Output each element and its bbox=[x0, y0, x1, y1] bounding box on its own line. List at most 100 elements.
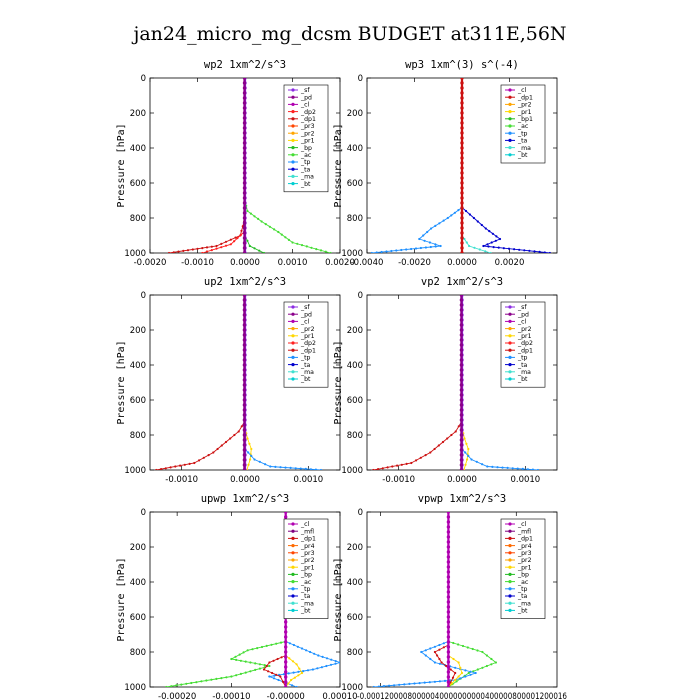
panel-title: wp2 1xm^2/s^3 bbox=[204, 59, 286, 71]
legend-entry: _bp1 bbox=[517, 116, 533, 123]
legend-marker bbox=[291, 580, 295, 584]
series-marker-tp bbox=[309, 468, 312, 470]
series-marker-ac bbox=[305, 245, 308, 248]
series-marker-dp1 bbox=[460, 181, 464, 185]
series-marker-dp1 bbox=[386, 466, 389, 469]
series-line-tp bbox=[373, 641, 478, 687]
series-marker-ta bbox=[464, 209, 468, 213]
legend-entry: _bt bbox=[517, 376, 528, 383]
series-marker-tp bbox=[264, 463, 267, 466]
series-marker-pd bbox=[459, 368, 464, 372]
series-marker-pd bbox=[242, 333, 247, 337]
legend-entry: _ma bbox=[517, 600, 531, 607]
series-line-dp1 bbox=[156, 420, 246, 470]
y-tick-label: 800 bbox=[347, 431, 363, 441]
series-marker-dp1 bbox=[183, 463, 186, 466]
legend-entry: _dp1 bbox=[300, 536, 316, 543]
series-marker-dp1 bbox=[433, 650, 436, 654]
series-marker-ta bbox=[494, 239, 497, 242]
series-marker-pd bbox=[459, 295, 464, 297]
series-marker-pd bbox=[242, 201, 247, 205]
series-marker-pd bbox=[242, 393, 247, 397]
series-marker-ac bbox=[258, 667, 261, 670]
y-tick-label: 600 bbox=[347, 179, 363, 189]
series-marker-dp1 bbox=[460, 161, 464, 165]
y-tick-label: 1000 bbox=[341, 466, 363, 476]
legend-marker bbox=[291, 88, 295, 92]
series-marker-tp bbox=[319, 468, 323, 470]
series-marker-dp1 bbox=[198, 459, 201, 462]
series-marker-pr1 bbox=[467, 447, 470, 451]
legend-marker bbox=[508, 110, 512, 114]
legend-entry: _mfl bbox=[517, 528, 531, 535]
legend-marker bbox=[291, 182, 295, 186]
series-marker-pr1 bbox=[295, 663, 298, 666]
series-marker-tp bbox=[453, 211, 456, 214]
panel-vp2: vp2 1xm^2/s^3 Pressure [hPa] 0 200 400 600 800… bbox=[333, 276, 558, 485]
series-marker-tp bbox=[422, 234, 425, 237]
series-marker-ta bbox=[492, 246, 495, 249]
series-marker-tp bbox=[424, 649, 427, 652]
legend-entry: _sf bbox=[517, 304, 527, 311]
series-marker-tp bbox=[474, 671, 477, 675]
series-marker-tp bbox=[306, 669, 310, 672]
series-marker-ac bbox=[244, 671, 247, 674]
legend-marker bbox=[291, 544, 295, 548]
y-tick-label: 600 bbox=[130, 613, 146, 623]
series-marker-ac bbox=[242, 651, 245, 654]
series-marker-tp bbox=[370, 251, 373, 253]
y-axis-label: Pressure [hPa] bbox=[333, 123, 344, 207]
series-marker-tp bbox=[475, 460, 478, 463]
series-marker-dp1 bbox=[201, 247, 204, 250]
series-marker-dp1 bbox=[460, 171, 464, 175]
series-marker-pd bbox=[459, 358, 464, 362]
series-marker-pr1 bbox=[297, 674, 300, 677]
series-marker-ta bbox=[491, 232, 494, 235]
series-marker-dp1 bbox=[167, 251, 171, 253]
series-marker-dp1 bbox=[279, 675, 282, 678]
series-marker-tp bbox=[390, 249, 393, 253]
series-marker-pd bbox=[242, 378, 247, 382]
legend-entry: _ta bbox=[517, 593, 528, 600]
series-marker-ac bbox=[461, 644, 465, 648]
legend-entry: _ma bbox=[300, 174, 314, 181]
legend-entry: _bp bbox=[300, 145, 312, 152]
series-marker-pr1 bbox=[293, 676, 296, 679]
series-marker-pd bbox=[242, 231, 247, 235]
legend-entry: _bt bbox=[517, 152, 528, 159]
series-marker-cl bbox=[446, 665, 451, 669]
series-marker-cl bbox=[446, 625, 451, 629]
series-marker-ac bbox=[300, 244, 304, 247]
legend-marker bbox=[508, 153, 512, 157]
legend-entry: _ac bbox=[300, 152, 312, 159]
series-line-ac bbox=[244, 200, 331, 253]
plot-frame bbox=[149, 511, 341, 688]
x-tick-label: 0.0010 bbox=[293, 475, 323, 485]
series-marker-pd bbox=[242, 368, 247, 372]
legend-entry: _ma bbox=[300, 600, 314, 607]
series-marker-tp bbox=[434, 245, 437, 248]
y-tick-label: 800 bbox=[130, 431, 146, 441]
series-marker-dp1 bbox=[177, 250, 180, 253]
series-marker-tp bbox=[506, 466, 509, 469]
series-marker-pd bbox=[242, 121, 247, 125]
series-marker-dp1 bbox=[188, 462, 191, 465]
series-marker-dp1 bbox=[460, 141, 464, 145]
legend-marker bbox=[291, 551, 295, 555]
series-marker-pr1 bbox=[454, 678, 457, 682]
series-marker-cl bbox=[446, 580, 451, 584]
series-marker-tp bbox=[446, 216, 449, 220]
legend-marker bbox=[508, 522, 512, 526]
series-marker-tp bbox=[304, 467, 307, 470]
series-marker-cl bbox=[446, 530, 451, 534]
series-marker-pd bbox=[242, 468, 247, 470]
x-tick-label: -0.00010 bbox=[212, 692, 250, 700]
series-marker-ac bbox=[234, 655, 237, 658]
series-marker-tp bbox=[385, 250, 388, 253]
series-marker-dp1 bbox=[215, 244, 218, 248]
legend-entry: _cl bbox=[300, 521, 309, 528]
series-marker-cl bbox=[446, 660, 451, 664]
series-marker-dp1 bbox=[437, 444, 440, 447]
series-marker-pd bbox=[459, 378, 464, 382]
